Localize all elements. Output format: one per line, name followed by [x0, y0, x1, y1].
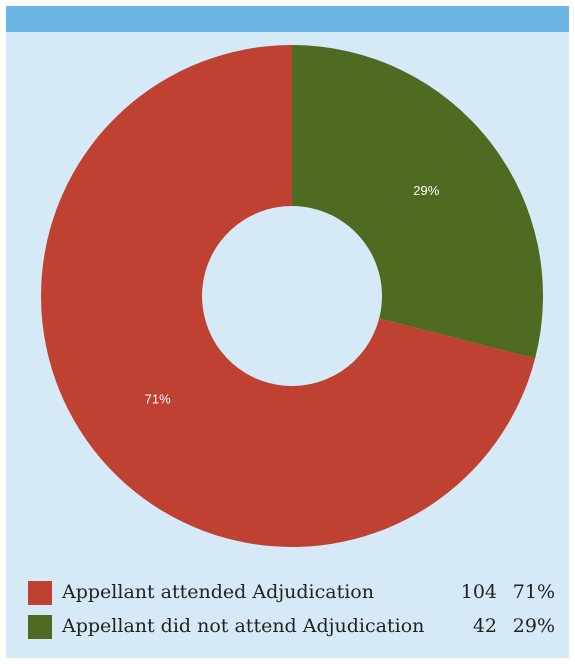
legend: Appellant attended Adjudication 104 71% App… — [28, 581, 555, 639]
legend-count: 42 — [473, 615, 497, 637]
legend-percent: 29% — [513, 615, 555, 637]
slice — [41, 45, 536, 547]
slice — [292, 45, 543, 359]
legend-count: 104 — [461, 581, 497, 603]
header-bar — [6, 6, 569, 32]
legend-swatch — [28, 615, 52, 639]
slice-label: 29% — [413, 183, 439, 198]
legend-label: Appellant attended Adjudication — [61, 581, 374, 603]
slice-label: 71% — [145, 392, 171, 407]
legend-percent: 71% — [513, 581, 555, 603]
pie: 71% 29% — [41, 45, 543, 547]
legend-swatch — [28, 581, 52, 605]
legend-label: Appellant did not attend Adjudication — [61, 615, 424, 637]
